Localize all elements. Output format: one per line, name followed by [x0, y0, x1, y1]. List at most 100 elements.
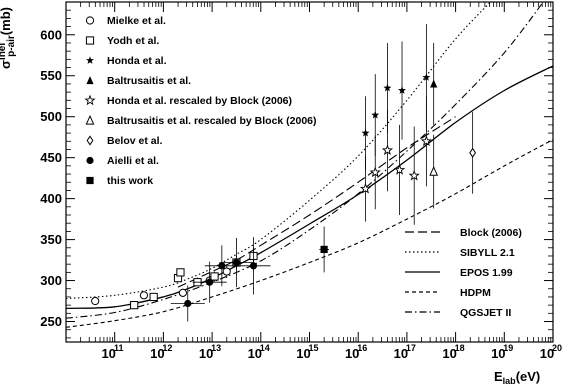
legend-marker — [86, 76, 94, 85]
legend-label: this work — [107, 175, 153, 187]
legend-entry: Honda et al. — [86, 55, 167, 67]
y-axis-label-sup: inel — [0, 43, 8, 60]
y-axis-label-main: σ — [0, 60, 13, 69]
legend-label: Baltrusaitis et al. — [107, 75, 191, 87]
y-tick-label: 450 — [40, 150, 62, 165]
data-point — [371, 110, 380, 119]
data-point — [369, 166, 381, 178]
curve-4 — [66, 2, 544, 319]
x-tick-exponent: 17 — [406, 343, 416, 353]
legend-marker — [85, 16, 95, 25]
data-point — [222, 267, 231, 276]
data-point — [422, 73, 431, 81]
x-tick-exponent: 13 — [211, 343, 221, 353]
y-tick-label: 600 — [40, 27, 62, 42]
legend-lines: Block (2006) SIBYLL 2.1 EPOS 1.99 HDPM QGSJE… — [405, 227, 522, 319]
x-tick-label: 10 — [394, 346, 408, 361]
legend-label: Honda et al. — [107, 55, 167, 67]
x-tick-label: 10 — [248, 346, 262, 361]
legend-line-entry: QGSJET II — [405, 307, 511, 319]
legend-entry: Honda et al. rescaled by Block (2006) — [84, 94, 292, 107]
data-point — [232, 258, 241, 267]
series-3 — [430, 42, 438, 125]
data-point — [429, 165, 439, 176]
x-tick-label: 10 — [345, 346, 359, 361]
legend-marker — [86, 176, 94, 185]
x-tick-exponent: 16 — [357, 343, 367, 353]
y-tick-label: 250 — [40, 314, 62, 329]
data-point — [420, 135, 432, 147]
y-axis-label-sub: p-air — [6, 35, 17, 57]
curve-2 — [66, 65, 553, 310]
curve-3 — [66, 139, 553, 328]
legend-marker — [86, 56, 94, 64]
x-tick-label: 10 — [150, 346, 164, 361]
x-tick-exponent: 18 — [455, 343, 465, 353]
y-tick-label: 300 — [40, 273, 62, 288]
data-point — [430, 79, 438, 88]
legend-entry: Aielli et al. — [86, 155, 159, 167]
legend-label: Belov et al. — [107, 135, 163, 147]
data-point — [361, 128, 370, 137]
legend-line-label: HDPM — [460, 287, 491, 299]
data-point — [320, 245, 328, 254]
legend-points: Mielke et al. Yodh et al. Honda et al. Balt… — [84, 15, 317, 187]
legend-label: Baltrusaitis et al. rescaled by Block (2… — [107, 115, 317, 127]
data-point — [130, 301, 139, 310]
y-axis-label-unit: (mb) — [0, 7, 13, 35]
x-axis-label-main: E — [494, 369, 503, 384]
series-5 — [429, 134, 439, 209]
curve-1 — [66, 2, 492, 300]
x-axis-label: Elab(eV) — [494, 369, 540, 386]
data-point — [176, 268, 185, 277]
legend-marker — [84, 94, 96, 106]
model-curves — [66, 2, 553, 328]
x-tick-label: 10 — [101, 346, 115, 361]
legend-entry: Mielke et al. — [85, 15, 166, 27]
legend-line-label: EPOS 1.99 — [460, 267, 513, 279]
x-tick-label: 10 — [491, 346, 505, 361]
x-tick-label: 10 — [199, 346, 213, 361]
legend-label: Mielke et al. — [107, 15, 166, 27]
data-point — [249, 262, 258, 270]
legend-line-entry: Block (2006) — [405, 227, 522, 239]
data-points — [91, 24, 477, 322]
x-tick-exponent: 12 — [162, 343, 172, 353]
legend-line-entry: SIBYLL 2.1 — [405, 247, 515, 259]
series-4 — [359, 96, 432, 225]
legend-line-label: QGSJET II — [460, 307, 511, 319]
curve-0 — [177, 116, 456, 288]
series-6 — [469, 111, 477, 194]
legend-entry: Baltrusaitis et al. rescaled by Block (2… — [85, 114, 317, 127]
data-point — [398, 86, 407, 94]
x-axis-label-sub: lab — [503, 376, 517, 386]
data-point — [210, 272, 219, 281]
legend-marker — [86, 135, 94, 146]
series-7 — [170, 237, 271, 322]
y-axis-label: σinelp-air(mb) — [0, 7, 17, 69]
data-point — [91, 296, 100, 306]
legend-line-label: SIBYLL 2.1 — [460, 247, 515, 259]
legend-line-entry: EPOS 1.99 — [405, 267, 513, 279]
legend-entry: this work — [86, 175, 153, 187]
legend-marker — [86, 156, 94, 165]
legend-line-entry: HDPM — [405, 287, 491, 299]
y-tick-label: 400 — [40, 191, 62, 206]
series-2 — [361, 24, 431, 170]
data-point — [149, 292, 158, 302]
x-tick-exponent: 15 — [308, 343, 318, 353]
data-point — [178, 288, 187, 297]
y-tick-label: 550 — [40, 68, 62, 83]
data-point — [393, 164, 406, 175]
legend-marker — [85, 36, 95, 45]
data-point — [359, 182, 372, 194]
legend-label: Aielli et al. — [107, 155, 159, 167]
data-point — [184, 299, 192, 308]
x-tick-exponent: 20 — [552, 343, 562, 353]
x-tick-exponent: 19 — [503, 343, 513, 353]
x-tick-label: 10 — [540, 346, 554, 361]
legend-entry: Belov et al. — [86, 135, 163, 147]
data-point — [139, 291, 149, 300]
